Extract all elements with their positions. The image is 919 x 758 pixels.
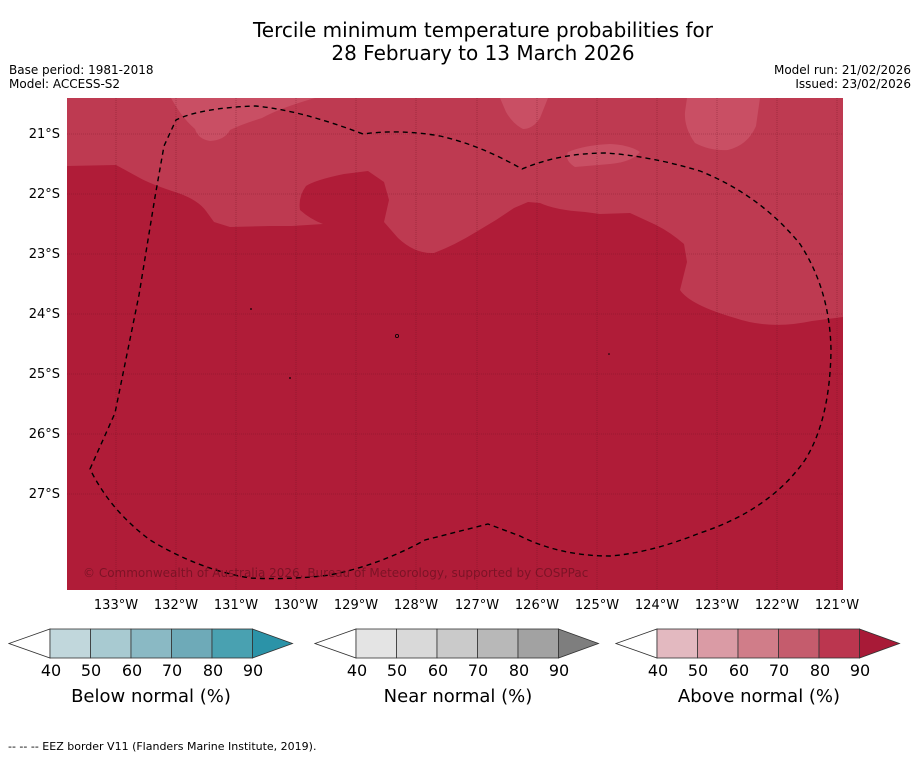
legend-arrow-low [8,628,51,659]
title-line-2: 28 February to 13 March 2026 [331,41,635,65]
legend-tick: 80 [202,661,224,680]
legend-swatch [171,628,213,659]
chart-title: Tercile minimum temperature probabilitie… [0,19,919,65]
lon-label: 131°W [213,598,259,613]
lat-label: 22°S [28,187,60,202]
issued-date: Issued: 23/02/2026 [795,77,911,91]
lon-label: 126°W [514,598,560,613]
legend-above-normal [615,628,901,659]
lat-label: 23°S [28,247,60,262]
legend-swatch [737,628,779,659]
eez-footnote: -- -- -- EEZ border V11 (Flanders Marine… [8,740,317,753]
zone-above-60-70-d [566,144,640,167]
lon-label: 128°W [393,598,439,613]
lat-label: 25°S [28,367,60,382]
legend-tick: 60 [427,661,449,680]
legend-tick: 40 [346,661,368,680]
eez-border [89,105,832,580]
legend-tick: 90 [849,661,871,680]
zone-above-70-80 [67,98,843,325]
legend-arrow-high [558,628,600,659]
lat-label: 24°S [28,307,60,322]
lon-label: 121°W [814,598,860,613]
map-grid [67,98,843,590]
island-marker [289,377,291,379]
legend-tick: 60 [728,661,750,680]
zone-above-60-70-b [500,98,548,129]
zone-above-60-70-a [171,98,315,141]
zone-above-60-70-c [684,98,760,151]
lon-label: 133°W [93,598,139,613]
legend-swatch [49,628,91,659]
lat-label: 26°S [28,427,60,442]
legend-tick: 50 [687,661,709,680]
meta-left: Base period: 1981-2018 Model: ACCESS-S2 [9,63,154,91]
legend-tick: 80 [508,661,530,680]
lat-label: 27°S [28,487,60,502]
lon-label: 127°W [454,598,500,613]
model-run: Model run: 21/02/2026 [773,63,911,77]
legend-swatch [130,628,172,659]
lon-label: 125°W [574,598,620,613]
legend-near-normal [314,628,600,659]
legend-swatch [697,628,739,659]
legend-swatch [396,628,438,659]
legend-arrow-low [314,628,357,659]
legend-tick: 70 [161,661,183,680]
legend-tick: 60 [121,661,143,680]
lat-label: 21°S [28,127,60,142]
legend-arrow-low [615,628,658,659]
legend-tick: 70 [768,661,790,680]
legend-title-below: Below normal (%) [71,686,231,707]
model-name: Model: ACCESS-S2 [9,77,121,91]
legend-arrow-high [859,628,901,659]
lon-label: 124°W [634,598,680,613]
legend-swatch [211,628,253,659]
legend-title-above: Above normal (%) [677,686,841,707]
legend-swatch [90,628,132,659]
lon-label: 132°W [153,598,199,613]
legend-tick: 50 [386,661,408,680]
map-credit: © Commonwealth of Australia 2026, Bureau… [83,566,589,580]
legend-title-near: Near normal (%) [383,686,533,707]
base-period: Base period: 1981-2018 [9,63,154,77]
legend-swatch [436,628,478,659]
lon-label: 130°W [273,598,319,613]
legend-tick: 90 [548,661,570,680]
legend-swatch [818,628,860,659]
island-marker [394,333,399,338]
legend-swatch [656,628,698,659]
legend-tick: 40 [40,661,62,680]
legend-swatch [355,628,397,659]
lon-label: 123°W [694,598,740,613]
island-marker [250,308,252,310]
island-marker [608,353,610,355]
legend-tick: 40 [647,661,669,680]
legend-tick: 70 [467,661,489,680]
legend-swatch [477,628,519,659]
lon-label: 122°W [754,598,800,613]
legend-arrow-high [252,628,294,659]
lon-label: 129°W [333,598,379,613]
meta-right: Model run: 21/02/2026 Issued: 23/02/2026 [774,63,911,91]
legend-swatch [517,628,559,659]
title-line-1: Tercile minimum temperature probabilitie… [252,18,714,42]
legend-tick: 90 [242,661,264,680]
legend-below-normal [8,628,294,659]
legend-tick: 80 [809,661,831,680]
legend-swatch [778,628,820,659]
legend-tick: 50 [80,661,102,680]
